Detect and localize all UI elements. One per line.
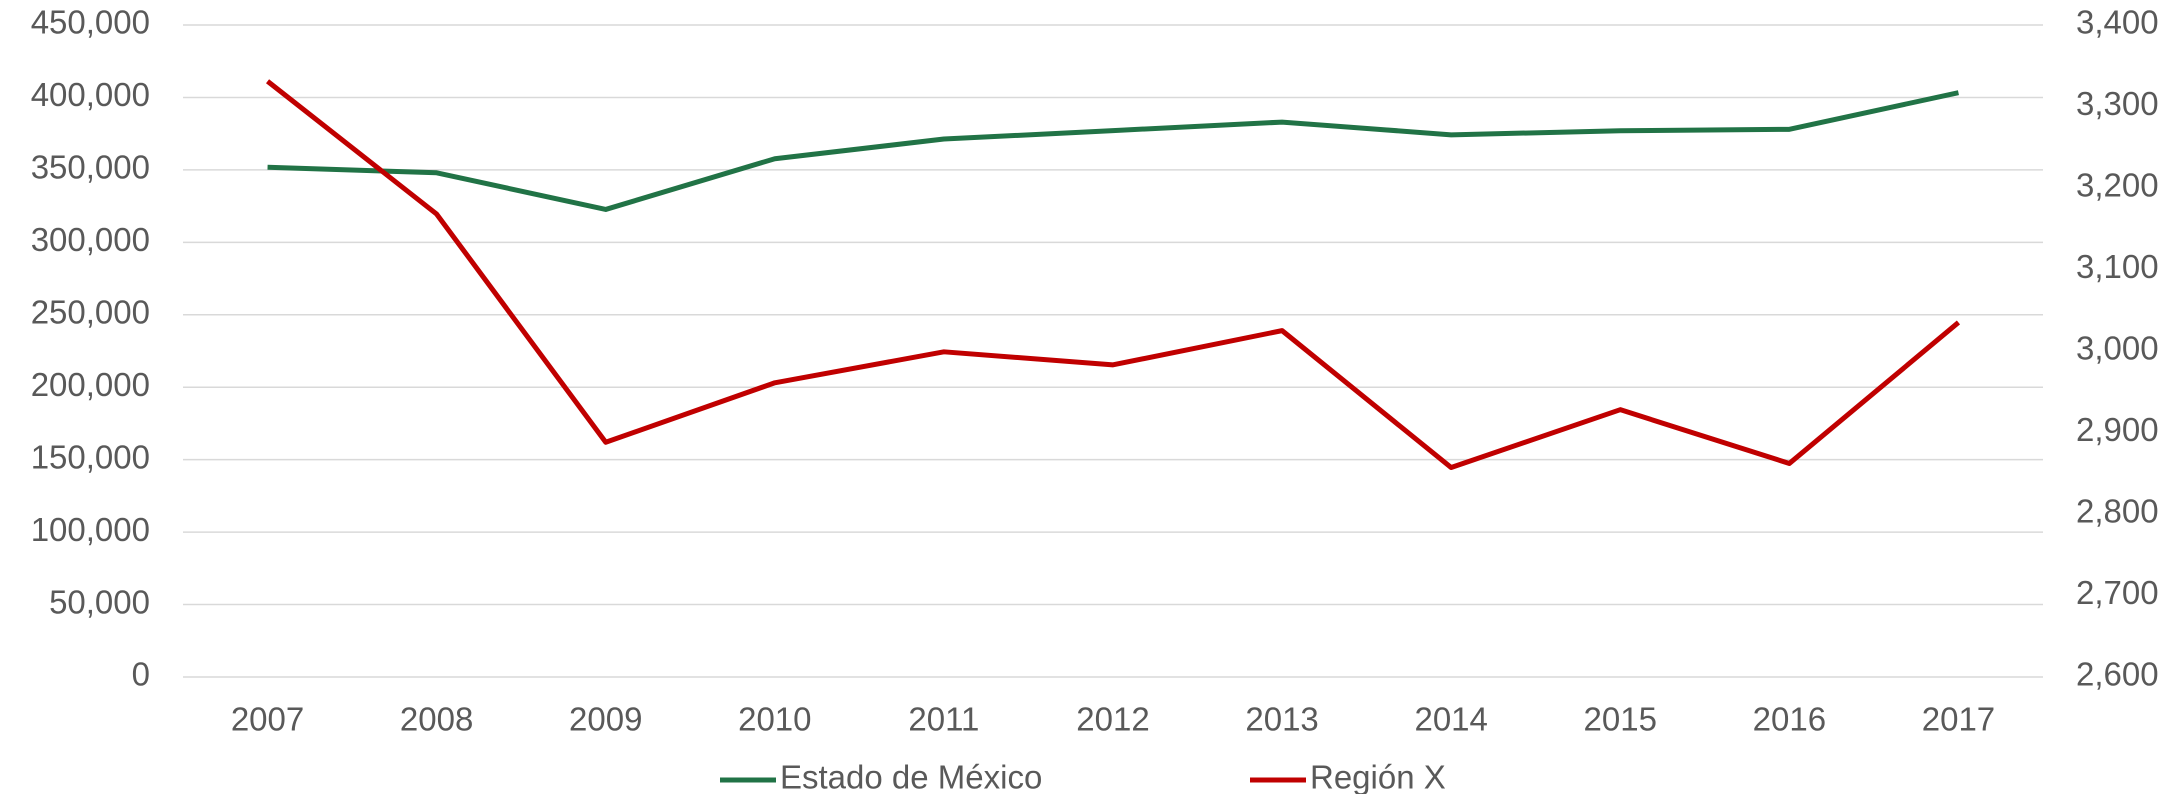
legend-label: Estado de México	[780, 759, 1042, 794]
x-tick-label: 2014	[1414, 701, 1487, 738]
x-tick-label: 2009	[569, 701, 642, 738]
y2-tick-label: 3,200	[2076, 167, 2159, 204]
y-tick-label: 200,000	[31, 366, 150, 403]
y2-tick-label: 2,800	[2076, 493, 2159, 530]
y2-tick-label: 3,400	[2076, 4, 2159, 41]
y-tick-label: 450,000	[31, 4, 150, 41]
x-tick-label: 2017	[1922, 701, 1995, 738]
y-tick-label: 0	[132, 656, 150, 693]
y-tick-label: 250,000	[31, 293, 150, 330]
x-tick-label: 2007	[231, 701, 304, 738]
y2-tick-label: 2,700	[2076, 574, 2159, 611]
y2-tick-label: 2,600	[2076, 656, 2159, 693]
y-tick-label: 350,000	[31, 149, 150, 186]
y-tick-label: 150,000	[31, 438, 150, 475]
x-tick-label: 2011	[908, 701, 979, 738]
y2-tick-label: 3,100	[2076, 248, 2159, 285]
y-tick-label: 400,000	[31, 76, 150, 113]
x-tick-label: 2012	[1076, 701, 1149, 738]
x-tick-label: 2010	[738, 701, 811, 738]
x-tick-label: 2015	[1584, 701, 1657, 738]
series-line	[266, 79, 1961, 471]
y2-tick-label: 3,300	[2076, 85, 2159, 122]
series-line	[267, 90, 1959, 212]
y-tick-label: 50,000	[49, 583, 150, 620]
y-tick-label: 300,000	[31, 221, 150, 258]
x-tick-label: 2013	[1245, 701, 1318, 738]
x-tick-label: 2008	[400, 701, 473, 738]
x-tick-label: 2016	[1753, 701, 1826, 738]
y2-tick-label: 2,900	[2076, 411, 2159, 448]
y2-tick-label: 3,000	[2076, 330, 2159, 367]
legend-label: Región X	[1310, 759, 1446, 794]
y-tick-label: 100,000	[31, 511, 150, 548]
